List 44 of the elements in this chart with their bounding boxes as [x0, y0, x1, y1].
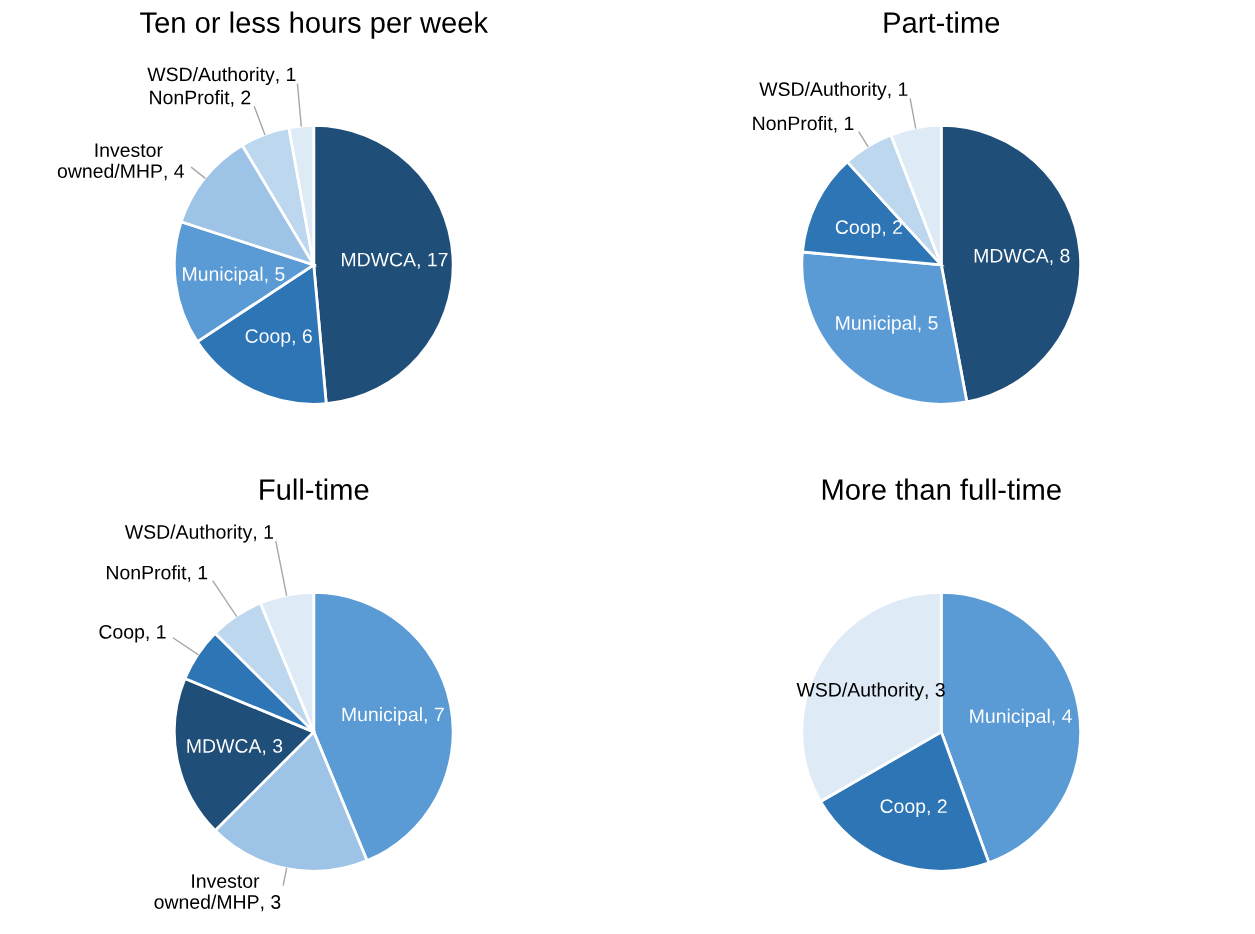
data-label: , 3 [925, 682, 945, 699]
data-label: , 1 [888, 82, 908, 99]
data-label: , 4 [1052, 709, 1072, 726]
data-label: , 1 [834, 116, 854, 133]
data-label: , 1 [188, 565, 208, 582]
data-label: , 5 [918, 316, 938, 333]
slice-label: WSD/Authority [147, 66, 275, 86]
slice-label: Municipal [836, 315, 916, 334]
data-label: , 4 [164, 164, 184, 181]
slice-label: Municipal [970, 708, 1050, 727]
data-label: , 2 [883, 220, 902, 237]
slice-label: Municipal [342, 707, 422, 726]
slice-label: Coop [99, 624, 145, 643]
data-label: , 2 [231, 90, 251, 107]
data-label: , 17 [417, 252, 448, 269]
data-label: , 3 [263, 739, 283, 756]
data-label: , 8 [1050, 248, 1070, 265]
slice-label: NonProfit [150, 90, 230, 105]
slice-label: Municipal [183, 266, 263, 285]
slice-label: Coop [835, 220, 881, 238]
slice-label: NonProfit [753, 115, 833, 131]
chart-title: Part-time [884, 11, 1000, 33]
data-label: , 5 [265, 267, 285, 284]
data-label: , 2 [927, 799, 947, 816]
slice-label: WSD/Authority [759, 81, 887, 100]
data-label: , 1 [254, 525, 273, 542]
slice-label: MDWCA [342, 252, 417, 267]
slice-label: WSD/Authority [124, 524, 253, 543]
data-label: , 7 [424, 707, 444, 724]
chart-title: More than full-time [822, 478, 1061, 500]
slice-label: Investor owned/MHP [154, 874, 260, 909]
data-label: , 3 [261, 895, 281, 912]
chart-title: Ten or less hours per week [140, 11, 489, 39]
data-label: , 1 [276, 67, 296, 84]
slice-label: WSD/Authority [796, 682, 924, 701]
slice-label: MDWCA [974, 248, 1049, 263]
data-label: , 1 [146, 625, 166, 642]
slice-label: MDWCA [187, 739, 262, 753]
slice-label: Coop [880, 799, 926, 817]
slice-label: Investor owned/MHP [57, 143, 163, 178]
slice-label: NonProfit [107, 565, 187, 580]
slice-label: Coop [245, 329, 291, 347]
data-label: , 6 [292, 329, 312, 346]
chart-title: Full-time [260, 478, 369, 500]
